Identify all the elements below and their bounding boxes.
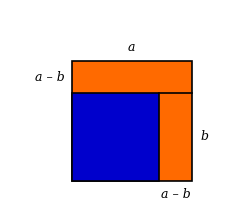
- Bar: [72, 93, 159, 181]
- Text: a: a: [128, 41, 135, 54]
- Bar: [72, 61, 191, 181]
- Text: a – b: a – b: [160, 188, 190, 201]
- Text: a – b: a – b: [35, 71, 64, 84]
- Text: b: b: [199, 130, 207, 143]
